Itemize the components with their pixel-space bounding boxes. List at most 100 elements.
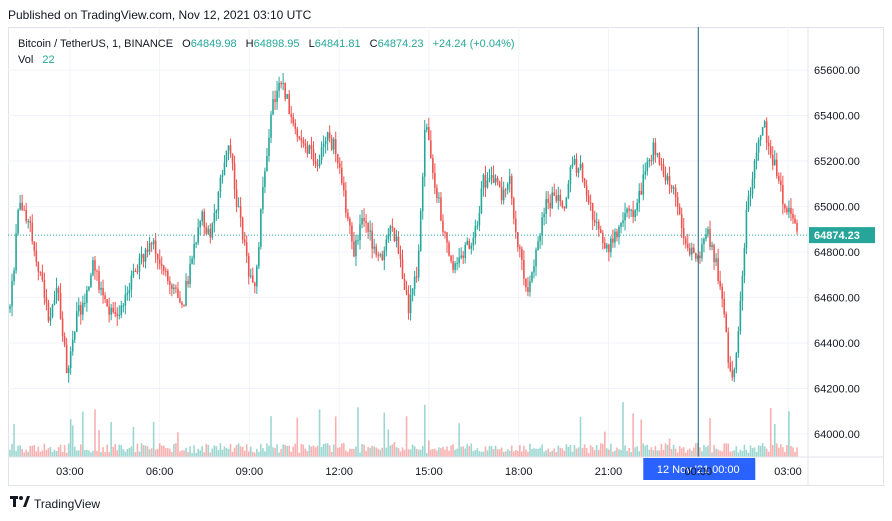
- candle-body: [47, 302, 50, 321]
- volume-bar: [474, 449, 477, 457]
- volume-bar: [608, 449, 610, 457]
- volume-bar: [158, 443, 161, 457]
- volume-bar: [385, 447, 388, 457]
- candle-body: [579, 163, 582, 169]
- volume-bar: [187, 452, 189, 457]
- candle-body: [504, 189, 507, 191]
- volume-bar: [290, 451, 293, 457]
- volume-bar: [717, 449, 719, 457]
- candle-body: [739, 300, 742, 332]
- volume-bar: [90, 452, 92, 457]
- candle-body: [98, 271, 100, 290]
- candle-body: [110, 307, 112, 315]
- volume-bar: [415, 449, 418, 457]
- candle-body: [86, 289, 88, 303]
- volume-bar: [300, 443, 303, 457]
- candle-body: [9, 306, 11, 309]
- volume-bar: [136, 443, 139, 457]
- candle-body: [436, 187, 438, 199]
- candle-body: [235, 189, 238, 207]
- candle-body: [749, 193, 752, 197]
- tradingview-brand[interactable]: TradingView: [10, 496, 100, 511]
- candle-body: [266, 156, 268, 172]
- candle-body: [254, 282, 256, 287]
- candle-body: [108, 306, 110, 315]
- volume-bar: [432, 449, 434, 457]
- volume-bar: [203, 452, 206, 457]
- candle-body: [454, 263, 456, 270]
- volume-bar: [169, 448, 171, 457]
- volume-bar: [274, 447, 276, 457]
- volume-bar: [278, 452, 280, 457]
- candle-body: [721, 286, 723, 299]
- candle-body: [302, 140, 305, 144]
- candle-body: [616, 231, 618, 238]
- volume-bar: [23, 452, 25, 457]
- candle-body: [282, 83, 284, 85]
- candle-body: [249, 275, 252, 277]
- candle-body: [328, 132, 331, 139]
- volume-bar: [616, 447, 618, 457]
- candle-body: [606, 244, 608, 249]
- candles: [9, 73, 798, 383]
- candle-body: [245, 242, 248, 256]
- candle-body: [525, 278, 527, 288]
- volume-bar: [644, 445, 647, 457]
- volume-bar: [739, 449, 742, 457]
- volume-bar: [328, 445, 331, 457]
- volume-bar: [294, 443, 297, 457]
- volume-bar: [227, 448, 230, 457]
- volume-bar: [636, 446, 638, 457]
- volume-bar: [632, 413, 634, 457]
- candle-body: [608, 244, 610, 253]
- price-chart[interactable]: 64874.23 12 Nov '21 00:00 64000.00 64200.0…: [8, 27, 884, 486]
- volume-bar: [630, 452, 632, 457]
- legend-row-ohlc: Bitcoin / TetherUS, 1, BINANCE O64849.98…: [18, 36, 515, 52]
- volume-bar: [100, 452, 102, 457]
- candle-body: [247, 255, 250, 277]
- volume-bar: [306, 451, 309, 457]
- candle-body: [29, 221, 32, 223]
- volume-bar: [543, 451, 545, 457]
- volume-bar: [567, 446, 570, 457]
- volume-bar: [575, 448, 578, 457]
- volume-bar: [49, 446, 52, 457]
- volume-bar: [106, 444, 108, 457]
- candle-body: [729, 362, 732, 371]
- volume-bar: [610, 443, 612, 457]
- volume-bar: [322, 443, 325, 457]
- volume-bar: [634, 447, 636, 457]
- volume-bar: [612, 451, 614, 457]
- legend-o-label: O: [182, 38, 191, 50]
- volume-bar: [128, 447, 131, 457]
- volume-bar: [371, 445, 373, 457]
- candle-body: [765, 121, 768, 143]
- candle-body: [217, 191, 220, 211]
- candle-body: [142, 254, 145, 262]
- volume-bar: [753, 447, 756, 457]
- candle-body: [701, 244, 703, 259]
- candle-body: [401, 259, 404, 280]
- candle-body: [140, 254, 143, 259]
- volume-bar: [478, 451, 481, 457]
- candle-body: [347, 212, 349, 219]
- candle-body: [341, 167, 343, 183]
- volume-bar: [332, 444, 335, 457]
- volume-bar: [152, 421, 155, 457]
- volume-bar: [484, 446, 487, 457]
- candle-body: [672, 187, 675, 189]
- volume-bar: [312, 445, 315, 457]
- candle-body: [365, 221, 367, 224]
- candle-body: [80, 305, 82, 315]
- volume-bar: [233, 447, 236, 457]
- volume-bar: [419, 449, 422, 457]
- volume-bar: [506, 449, 509, 457]
- volume-bar: [745, 450, 748, 457]
- candle-body: [33, 241, 36, 251]
- candle-body: [589, 202, 592, 204]
- volume-bar: [454, 449, 456, 457]
- candle-body: [506, 184, 509, 190]
- candle-body: [488, 177, 491, 181]
- volume-bar: [379, 449, 382, 457]
- volume-bar: [747, 452, 750, 457]
